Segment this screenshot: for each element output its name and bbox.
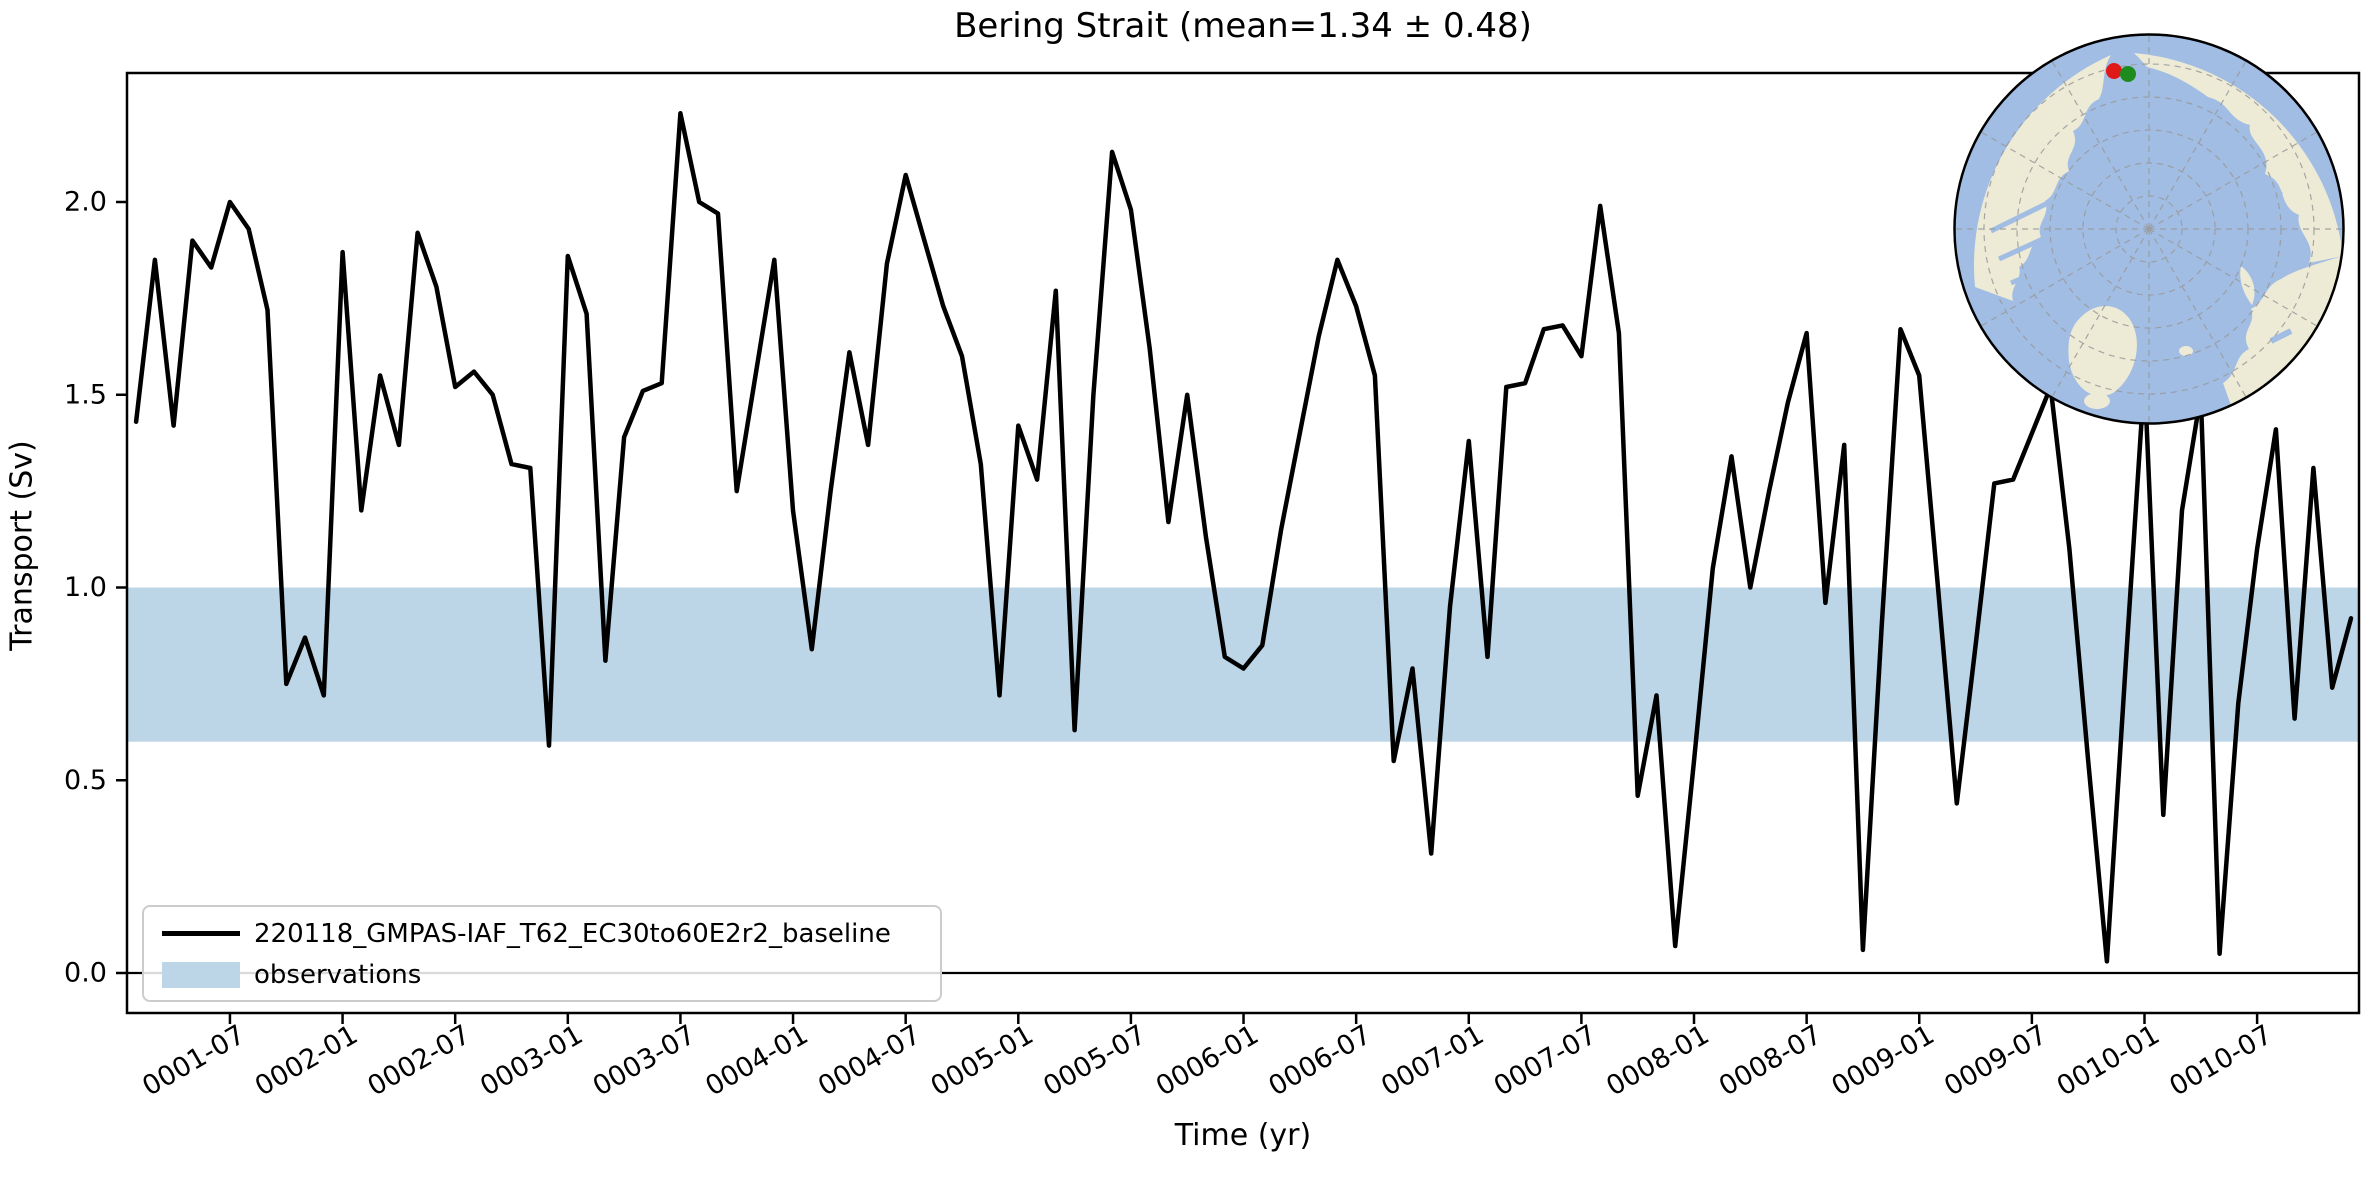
x-tick-label: 0006-01 — [1151, 1019, 1264, 1102]
x-tick-label: 0008-01 — [1601, 1019, 1714, 1102]
series-line-swatch — [162, 931, 240, 936]
y-tick-label: 1.0 — [64, 572, 107, 603]
map-land-greenland — [2068, 306, 2137, 397]
x-tick-label: 0006-07 — [1263, 1019, 1376, 1102]
x-tick-label: 0005-01 — [926, 1019, 1039, 1102]
legend: 220118_GMPAS-IAF_T62_EC30to60E2r2_baseli… — [142, 905, 942, 1002]
map-land-svalbard — [2179, 346, 2193, 356]
x-tick-label: 0010-01 — [2052, 1019, 2165, 1102]
x-tick-label: 0002-07 — [362, 1019, 475, 1102]
map-content — [1954, 34, 2344, 424]
map-land-eurasia — [2134, 53, 2343, 263]
chart-title: Bering Strait (mean=1.34 ± 0.48) — [954, 6, 1532, 46]
y-tick-label: 2.0 — [64, 187, 107, 218]
map-land-iceland — [2084, 393, 2110, 409]
x-tick-label: 0004-07 — [813, 1019, 926, 1102]
x-tick-label: 0004-01 — [700, 1019, 813, 1102]
x-tick-label: 0007-01 — [1376, 1019, 1489, 1102]
x-tick-label: 0009-01 — [1827, 1019, 1940, 1102]
observations-band-swatch — [162, 961, 240, 988]
y-tick-label: 1.5 — [64, 379, 107, 410]
legend-entry-series: 220118_GMPAS-IAF_T62_EC30to60E2r2_baseli… — [162, 913, 940, 954]
arctic-polar-map-inset — [1953, 33, 2345, 425]
observations-band — [127, 587, 2359, 742]
x-tick-label: 0002-01 — [250, 1019, 363, 1102]
legend-observations-label: observations — [254, 959, 422, 990]
y-axis-label: Transport (Sv) — [4, 440, 40, 651]
x-tick-label: 0001-07 — [137, 1019, 250, 1102]
x-tick-label: 0005-07 — [1038, 1019, 1151, 1102]
x-tick-label: 0010-07 — [2164, 1019, 2277, 1102]
y-tick-label: 0.0 — [64, 958, 107, 989]
x-tick-label: 0009-07 — [1939, 1019, 2052, 1102]
map-land-north-america — [1973, 55, 2111, 301]
x-axis-label: Time (yr) — [1174, 1118, 1312, 1153]
legend-series-label: 220118_GMPAS-IAF_T62_EC30to60E2r2_baseli… — [254, 918, 891, 949]
transect-point-green — [2120, 66, 2136, 82]
series-line — [133, 111, 2354, 964]
legend-entry-observations: observations — [162, 954, 940, 995]
map-border — [1953, 33, 2345, 425]
y-tick-label: 0.5 — [64, 765, 107, 796]
x-tick-label: 0007-07 — [1489, 1019, 1602, 1102]
x-tick-label: 0003-07 — [588, 1019, 701, 1102]
map-graticule — [1954, 34, 2344, 424]
x-tick-label: 0008-07 — [1714, 1019, 1827, 1102]
transect-point-red — [2106, 63, 2122, 79]
x-tick-label: 0003-01 — [475, 1019, 588, 1102]
